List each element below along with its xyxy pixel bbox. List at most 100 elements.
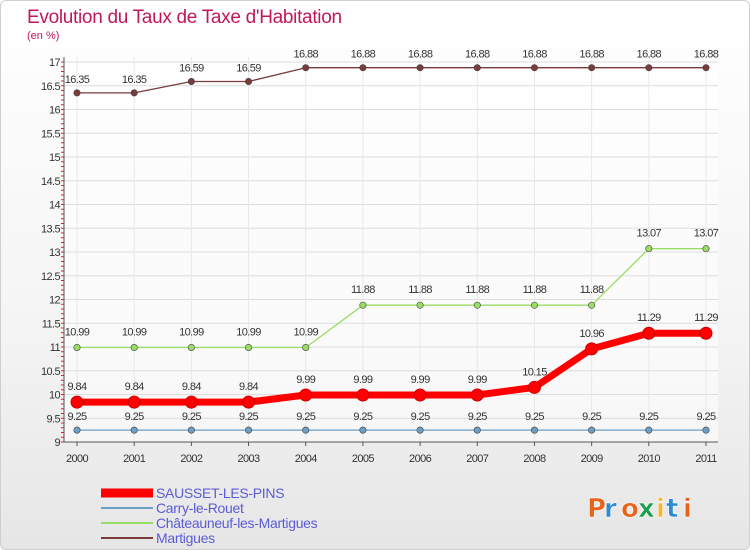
data-label: 9.25 (125, 411, 144, 423)
data-label: 9.99 (411, 374, 430, 386)
data-label: 11.88 (408, 284, 432, 296)
data-point (645, 426, 653, 434)
data-label: 13.07 (694, 228, 719, 240)
data-point (702, 245, 710, 253)
x-tick-label: 2003 (238, 453, 261, 465)
data-label: 16.35 (65, 74, 90, 86)
data-label: 9.25 (639, 411, 658, 423)
data-point (416, 64, 424, 72)
data-label: 16.88 (522, 49, 547, 61)
data-point (73, 343, 81, 351)
x-tick-label: 2010 (638, 453, 661, 465)
y-tick-label: 14 (49, 200, 61, 212)
data-point (359, 426, 367, 434)
data-label: 16.88 (465, 49, 490, 61)
data-point (127, 395, 141, 409)
data-point (245, 77, 253, 85)
data-point (470, 388, 484, 402)
data-point (187, 77, 195, 85)
x-tick-label: 2002 (180, 453, 203, 465)
y-tick-label: 17 (49, 57, 61, 69)
data-label: 9.99 (296, 374, 315, 386)
logo-letter: i (683, 494, 692, 524)
data-label: 16.88 (694, 49, 719, 61)
logo-letter: r (604, 494, 617, 524)
legend-entry-label: Carry-le-Rouet (156, 500, 244, 516)
legend-entry-label: SAUSSET-LES-PINS (156, 485, 284, 501)
data-label: 16.35 (122, 74, 147, 86)
y-tick-label: 15 (49, 152, 61, 164)
data-point (416, 301, 424, 309)
data-label: 9.25 (296, 411, 315, 423)
x-tick-label: 2011 (695, 453, 717, 465)
x-tick-label: 2008 (523, 453, 546, 465)
y-tick-label: 12 (49, 295, 61, 307)
data-label: 16.88 (408, 49, 433, 61)
data-label: 9.99 (353, 374, 372, 386)
data-point (585, 342, 599, 356)
y-tick-label: 11.5 (42, 318, 61, 330)
data-label: 10.99 (65, 326, 90, 338)
series-ch-teauneuf-les-martigues: 10.99 10.99 10.99 10.99 10.99 11.88 11.88 11.88… (65, 228, 719, 351)
y-tick-label: 10.5 (41, 366, 60, 378)
data-point (473, 64, 481, 72)
data-label: 10.99 (236, 326, 261, 338)
data-point (413, 388, 427, 402)
data-label: 11.88 (465, 284, 489, 296)
data-point (245, 343, 253, 351)
legend-entry-label: Martigues (156, 530, 215, 546)
legend-entry-label: Châteauneuf-les-Martigues (156, 515, 318, 531)
data-point (642, 326, 656, 340)
x-tick-label: 2007 (466, 453, 489, 465)
data-label: 9.25 (582, 411, 601, 423)
data-label: 9.25 (696, 411, 715, 423)
y-tick-label: 10 (49, 390, 61, 402)
data-point (302, 343, 310, 351)
data-point (359, 301, 367, 309)
x-tick-label: 2004 (295, 453, 318, 465)
data-point (530, 64, 538, 72)
data-point (302, 426, 310, 434)
data-label: 11.29 (637, 312, 661, 324)
x-tick-label: 2005 (352, 453, 375, 465)
data-label: 16.88 (637, 49, 662, 61)
data-label: 10.96 (579, 328, 604, 340)
data-label: 10.99 (293, 326, 318, 338)
data-point (73, 426, 81, 434)
data-label: 16.88 (293, 49, 318, 61)
data-point (530, 301, 538, 309)
data-label: 9.25 (239, 411, 258, 423)
data-point (702, 426, 710, 434)
logo-letter: P (587, 494, 606, 524)
data-point (359, 64, 367, 72)
data-label: 10.99 (179, 326, 204, 338)
y-tick-label: 15.5 (41, 128, 60, 140)
logo-letter: x (638, 494, 655, 524)
data-label: 9.25 (468, 411, 487, 423)
y-tick-label: 14.5 (41, 176, 60, 188)
data-label: 9.84 (125, 381, 144, 393)
data-point (299, 388, 313, 402)
data-point (184, 395, 198, 409)
data-point (473, 426, 481, 434)
series-martigues: 16.35 16.35 16.59 16.59 16.88 16.88 16.88 16.88… (65, 49, 719, 97)
data-point (527, 380, 541, 394)
data-point (73, 89, 81, 97)
data-label: 11.88 (351, 284, 375, 296)
proxiti-logo: Pr o x i t i (587, 494, 693, 525)
data-point (588, 426, 596, 434)
series-line (77, 248, 706, 349)
data-point (530, 426, 538, 434)
y-tick-label: 9 (54, 437, 60, 449)
data-point (356, 388, 370, 402)
data-point (130, 343, 138, 351)
y-tick-label: 12.5 (41, 271, 60, 283)
data-label: 11.29 (694, 312, 718, 324)
data-label: 16.88 (579, 49, 604, 61)
x-tick-label: 2000 (66, 453, 89, 465)
data-point (473, 301, 481, 309)
y-tick-label: 16.5 (41, 81, 60, 93)
series-sausset-les-pins: 9.84 9.84 9.84 9.84 9.99 9.99 9.99 9.99 10.15 10.… (67, 312, 719, 409)
